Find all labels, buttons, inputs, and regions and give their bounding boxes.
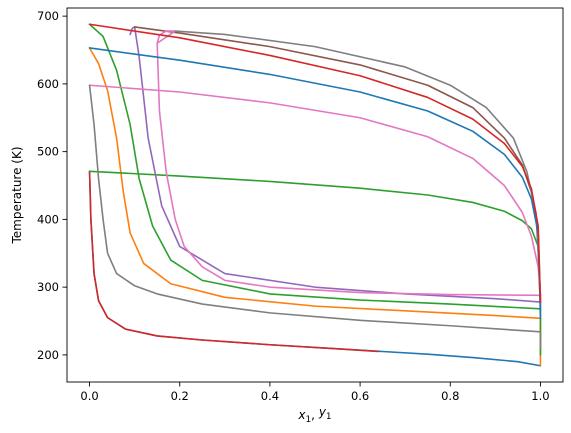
y-axis: 200 300 400 500 600 700 (37, 9, 67, 362)
series-line-11 (88, 84, 542, 349)
y-tick-label: 700 (37, 9, 59, 23)
series-line-9 (88, 84, 542, 295)
x-axis-label-part: 1 (326, 412, 332, 422)
series-line-4 (88, 23, 542, 356)
x-tick-label: 0.8 (441, 389, 459, 403)
x-axis-label-part: 1 (305, 415, 311, 425)
y-axis-label: Temperature (K) (10, 146, 24, 244)
series-layer (88, 23, 542, 367)
series-line-8 (156, 30, 542, 305)
plot-background (67, 8, 563, 382)
y-tick-label: 300 (37, 280, 59, 294)
x-tick-label: 0.2 (171, 389, 189, 403)
series-line-12 (88, 47, 542, 320)
x-axis-label-part: x (297, 408, 306, 422)
x-axis-label-part: , (311, 408, 319, 422)
x-axis-label: x1, y1 (297, 405, 331, 425)
x-tick-label: 0.6 (351, 389, 369, 403)
series-line-2 (88, 170, 379, 353)
series-line-5 (88, 170, 542, 310)
plot-frame (66, 7, 564, 383)
series-line-13 (88, 23, 542, 303)
x-axis: 0.0 0.2 0.4 0.6 0.8 1.0 (80, 382, 550, 403)
y-tick-label: 200 (37, 348, 59, 362)
y-tick-label: 600 (37, 77, 59, 91)
series-line-3 (88, 47, 542, 366)
x-axis-label-part: y (318, 405, 327, 419)
x-tick-label: 1.0 (531, 389, 549, 403)
x-tick-label: 0.4 (261, 389, 279, 403)
y-tick-label: 500 (37, 145, 59, 159)
x-tick-label: 0.0 (80, 389, 98, 403)
y-tick-label: 400 (37, 212, 59, 226)
